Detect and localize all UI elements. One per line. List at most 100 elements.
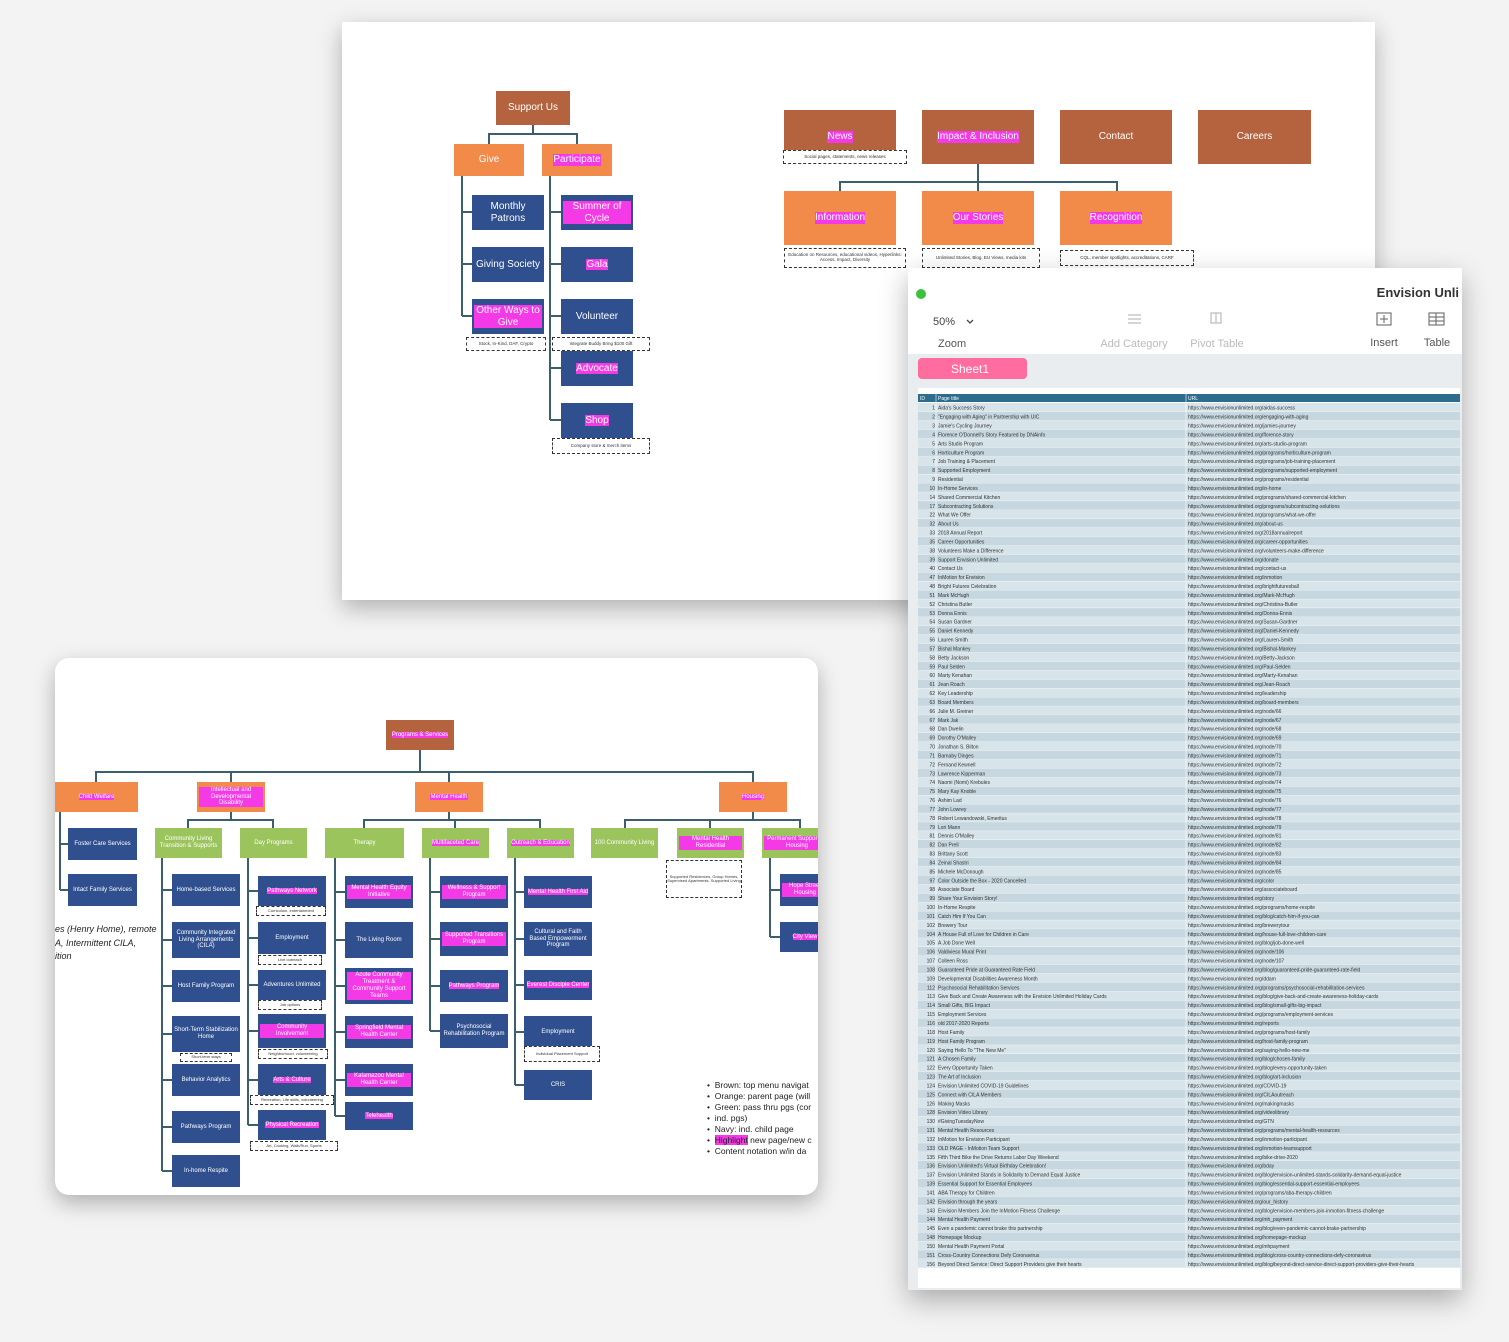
node-label: Recognition <box>1089 212 1143 224</box>
column-header: URL <box>1188 396 1198 402</box>
cell-id: 5 <box>932 441 935 447</box>
sheet-tab-label[interactable]: Sheet1 <box>951 362 989 376</box>
window-dot[interactable] <box>916 289 926 299</box>
table-row <box>918 608 1460 618</box>
sitemap-node: Other Ways to Give <box>472 299 544 334</box>
cell-url: https://www.envisionunlimited.org/board-… <box>1188 700 1299 706</box>
spreadsheet-window: Envision Unli 50% Zoom Add Category Pivo… <box>908 268 1462 1290</box>
table-row <box>918 545 1460 555</box>
cell-url: https://www.envisionunlimited.org/node/6… <box>1188 727 1282 733</box>
cell-title: Mental Health Payment Portal <box>938 1244 1004 1250</box>
cell-title: Bright Futures Celebration <box>938 584 997 590</box>
sitemap-node: Gala <box>561 247 633 282</box>
sitemap-node: Recognition <box>1060 191 1172 245</box>
cell-title: Contact Us <box>938 566 963 572</box>
cell-title: Betty Jackson <box>938 655 969 661</box>
toolbar-label[interactable]: Add Category <box>1100 338 1168 350</box>
sitemap-node: Contact <box>1060 110 1172 164</box>
cell-title: Career Opportunities <box>938 539 985 545</box>
table-row <box>918 804 1460 814</box>
sitemap-node: Intellectual and Developmental Disabilit… <box>197 782 265 812</box>
table-row <box>918 875 1460 885</box>
node-label: Giving Society <box>476 258 540 270</box>
sheet-tab[interactable] <box>918 358 1027 379</box>
cell-url: https://www.envisionunlimited.org/report… <box>1188 1021 1279 1027</box>
node-label: Programs & Services <box>391 731 449 739</box>
cell-title: Brittany Scott <box>938 852 968 858</box>
table-row <box>918 652 1460 662</box>
cell-id: 105 <box>927 941 936 947</box>
table-row <box>918 839 1460 849</box>
cell-url: https://www.envisionunlimited.org/node/7… <box>1188 753 1282 759</box>
table-row <box>918 884 1460 894</box>
cell-url: https://www.envisionunlimited.org/color <box>1188 878 1274 884</box>
cell-id: 71 <box>929 753 935 759</box>
toolbar-label[interactable]: Table <box>1424 337 1450 349</box>
cell-title: Beyond Direct Service: Direct Support Pr… <box>938 1262 1082 1268</box>
node-label: Psychosocial Rehabilitation Program <box>443 1024 505 1037</box>
cell-url: https://www.envisionunlimited.org/Daniel… <box>1188 629 1299 635</box>
sitemap-node: Acute Community Treatment & Community Su… <box>345 968 413 1004</box>
toolbar-label[interactable]: Zoom <box>938 338 966 350</box>
cell-title: Mark McHugh <box>938 593 969 599</box>
zoom-chevron[interactable] <box>966 319 974 324</box>
sitemap-node: Community Integrated Living Arrangements… <box>172 922 240 958</box>
table-row <box>918 492 1460 502</box>
legend-text: Orange: parent page (will <box>714 1091 811 1101</box>
cell-url: https://www.envisionunlimited.org/progra… <box>1188 1030 1310 1036</box>
table-row <box>918 661 1460 671</box>
cell-title: Volunteers Make a Difference <box>938 548 1004 554</box>
node-label: Pathways Program <box>448 982 500 990</box>
spreadsheet: Envision Unli 50% Zoom Add Category Pivo… <box>908 285 1462 1290</box>
sitemap-node: Therapy <box>325 828 404 858</box>
node-label: Therapy <box>353 839 376 846</box>
content-note: CQL, member spotlights, accreditations, … <box>1060 250 1194 266</box>
cell-url: https://www.envisionunlimited.org/about-… <box>1188 522 1283 528</box>
cell-id: 100 <box>927 905 936 911</box>
sitemap-node: Careers <box>1198 110 1311 164</box>
cell-id: 82 <box>929 843 935 849</box>
table-row <box>918 510 1460 519</box>
node-label: Physical Recreation <box>265 1121 319 1129</box>
cell-url: https://www.envisionunlimited.org/progra… <box>1188 477 1309 483</box>
cell-url: https://www.envisionunlimited.org/brewer… <box>1188 923 1290 929</box>
node-label: Advocate <box>576 362 618 375</box>
cell-url: https://www.envisionunlimited.org/bday <box>1188 1164 1275 1170</box>
cell-title: Susan Gardner <box>938 620 972 626</box>
cell-id: 114 <box>927 1003 935 1009</box>
table-row <box>918 1053 1460 1063</box>
cell-url: https://www.envisionunlimited.org/mhpaym… <box>1188 1244 1290 1250</box>
table-row <box>918 518 1460 528</box>
content-note: Education on Resources, educational vide… <box>784 248 906 268</box>
cell-id: 76 <box>929 798 935 804</box>
cell-id: 85 <box>929 869 935 875</box>
table-row <box>918 1107 1460 1117</box>
sitemap-node: Supported Transitions Program <box>440 922 508 956</box>
cell-id: 7 <box>932 459 935 465</box>
cell-url: https://www.envisionunlimited.org/Jean-R… <box>1188 682 1290 688</box>
connectors <box>59 750 801 1172</box>
cell-title: Dan Dwelin <box>938 727 964 733</box>
node-label: Cultural and Faith Based Empowerment Pro… <box>529 928 587 949</box>
node-label: Day Programs <box>254 839 293 846</box>
toolbar-label[interactable]: Pivot Table <box>1190 338 1244 350</box>
cell-title: The Art of Inclusion <box>938 1075 981 1081</box>
cell-title: #GivingTuesdayNow <box>938 1119 984 1125</box>
table-row <box>918 403 1460 412</box>
cell-id: 33 <box>929 531 935 537</box>
node-label: Housing <box>741 793 764 801</box>
sitemap-node: Telehealth <box>345 1102 413 1130</box>
table-row <box>918 715 1460 725</box>
cell-id: 104 <box>927 932 936 938</box>
toolbar-label[interactable]: Insert <box>1370 337 1398 349</box>
cell-id: 72 <box>929 762 935 768</box>
cell-title: Associate Board <box>938 887 975 893</box>
table-row <box>918 1134 1460 1144</box>
sitemap-node: Hope Street Housing <box>780 874 818 906</box>
zoom-value[interactable]: 50% <box>933 316 955 328</box>
cell-url: https://www.envisionunlimited.org/homepa… <box>1188 1235 1306 1241</box>
cell-id: 35 <box>929 539 935 545</box>
cell-url: https://www.envisionunlimited.org/progra… <box>1188 495 1346 501</box>
table-row <box>918 795 1460 805</box>
sitemap-node: Community Involvement <box>258 1014 326 1048</box>
